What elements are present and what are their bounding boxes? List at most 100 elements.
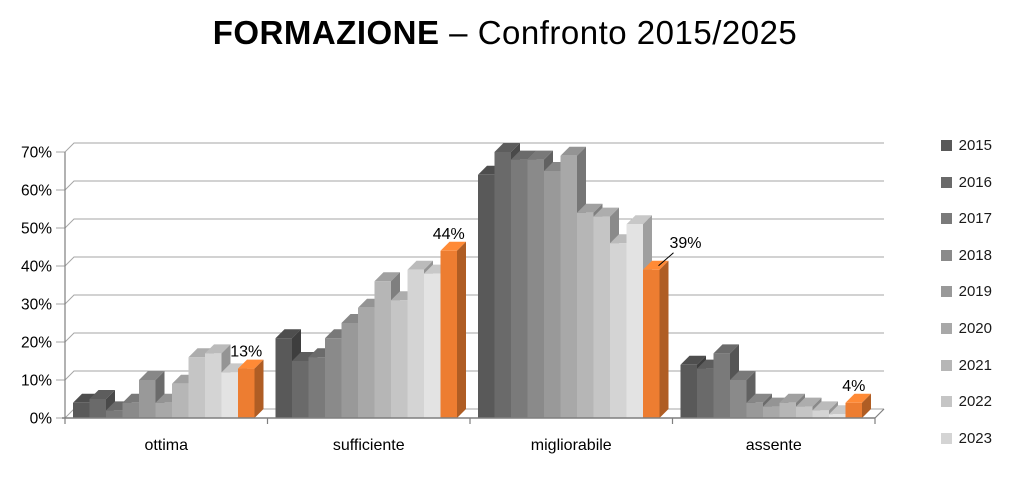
- bar-front-face: [730, 380, 747, 418]
- bar-front-face: [238, 368, 255, 418]
- bar-top-face: [73, 393, 99, 403]
- bar-front-face: [763, 406, 780, 418]
- value-label-sufficiente: 44%: [433, 226, 465, 243]
- bar-top-face: [812, 401, 838, 411]
- bar-front-face: [188, 357, 205, 418]
- bar-top-face: [626, 215, 652, 225]
- bar-top-face: [713, 344, 739, 354]
- bar-front-face: [391, 300, 408, 418]
- bar-front-face: [812, 410, 829, 418]
- bar-front-face: [560, 155, 577, 419]
- y-tick-label: 60%: [21, 183, 52, 200]
- y-tick-label: 50%: [21, 221, 52, 238]
- legend-item-2018: 2018: [940, 244, 992, 267]
- legend-label: 2023: [958, 429, 992, 447]
- legend-swatch: [940, 249, 952, 261]
- bar-top-face: [796, 397, 822, 407]
- legend-swatch: [940, 396, 952, 408]
- bar-migliorabile-2025: [643, 260, 669, 418]
- bar-front-face: [593, 216, 610, 418]
- gridline-50%: [56, 218, 884, 229]
- bar-top-face: [730, 371, 756, 380]
- bar-front-face: [275, 338, 292, 418]
- bar-front-face: [643, 269, 660, 418]
- bar-front-face: [440, 250, 457, 418]
- bar-top-face: [527, 150, 553, 160]
- bar-top-face: [845, 393, 871, 403]
- legend-label: 2022: [958, 393, 992, 411]
- bar-top-face: [205, 344, 231, 354]
- bar-front-face: [626, 224, 643, 418]
- y-tick-label: 10%: [21, 373, 52, 390]
- bar-front-face: [424, 273, 441, 418]
- bar-top-face: [577, 203, 603, 213]
- bar-side-face: [862, 393, 871, 418]
- bar-front-face: [139, 380, 156, 418]
- legend-swatch: [940, 213, 952, 225]
- legend-label: 2021: [958, 356, 992, 374]
- bar-top-face: [511, 150, 537, 160]
- bar-front-face: [205, 353, 222, 418]
- bar-front-face: [680, 364, 697, 418]
- x-category-label-assente: assente: [746, 437, 802, 454]
- bar-top-face: [440, 241, 466, 251]
- bar-front-face: [73, 402, 90, 418]
- bar-front-face: [610, 243, 627, 418]
- bar-front-face: [341, 323, 358, 418]
- legend-label: 2015: [958, 137, 992, 154]
- bar-front-face: [407, 269, 424, 418]
- chart-title-rest: – Confronto 2015/2025: [439, 14, 798, 51]
- legend-label: 2020: [958, 319, 992, 337]
- legend-item-2019: 2019: [940, 280, 992, 303]
- bar-front-face: [221, 372, 238, 418]
- chart-title: FORMAZIONE – Confronto 2015/2025: [0, 14, 1010, 52]
- bar-front-face: [494, 152, 511, 418]
- legend-item-2021: 2021: [940, 354, 992, 377]
- bar-top-face: [238, 359, 264, 369]
- y-tick-label: 0%: [30, 411, 53, 428]
- bar-side-face: [659, 260, 669, 418]
- bar-front-face: [829, 414, 846, 418]
- legend-swatch: [940, 140, 952, 151]
- bar-front-face: [308, 357, 325, 418]
- legend-label: 2018: [958, 246, 992, 264]
- legend-label: 2017: [958, 210, 992, 228]
- y-tick-label: 70%: [21, 145, 52, 162]
- legend-swatch: [940, 359, 952, 371]
- bar-front-face: [796, 406, 813, 418]
- bar-front-face: [527, 159, 544, 418]
- bar-top-face: [779, 393, 805, 403]
- bar-sufficiente-2025: [440, 241, 466, 418]
- chart-title-main: FORMAZIONE: [212, 14, 440, 51]
- bar-top-face: [680, 355, 706, 365]
- bar-front-face: [172, 383, 189, 418]
- legend-label: 2016: [958, 173, 992, 191]
- bar-front-face: [89, 399, 106, 418]
- bar-ottima-2025: [238, 359, 264, 418]
- chart-legend: 2015 2016 2017 2018 2019 2020 2021 2022 2023: [940, 134, 992, 463]
- bar-side-face: [254, 359, 264, 418]
- bar-front-face: [713, 353, 730, 418]
- x-category-label-ottima: ottima: [144, 437, 188, 454]
- bar-top-face: [763, 397, 789, 407]
- value-label-leader-line: [658, 252, 674, 267]
- bar-front-face: [779, 402, 796, 418]
- x-category-label-migliorabile: migliorabile: [531, 437, 612, 454]
- legend-swatch: [940, 176, 952, 188]
- value-label-migliorabile: 39%: [670, 235, 702, 252]
- bar-top-face: [407, 260, 433, 270]
- bar-top-face: [593, 207, 619, 217]
- bar-front-face: [478, 174, 495, 418]
- gridline-30%: [56, 294, 884, 305]
- bar-top-face: [292, 352, 318, 361]
- bar-top-face: [89, 390, 115, 399]
- bar-front-face: [845, 402, 862, 418]
- bar-front-face: [746, 402, 763, 418]
- bar-top-face: [275, 329, 301, 339]
- bar-top-face: [746, 393, 772, 403]
- bar-top-face: [560, 146, 586, 156]
- gridline-40%: [56, 256, 884, 267]
- bar-side-face: [457, 241, 466, 418]
